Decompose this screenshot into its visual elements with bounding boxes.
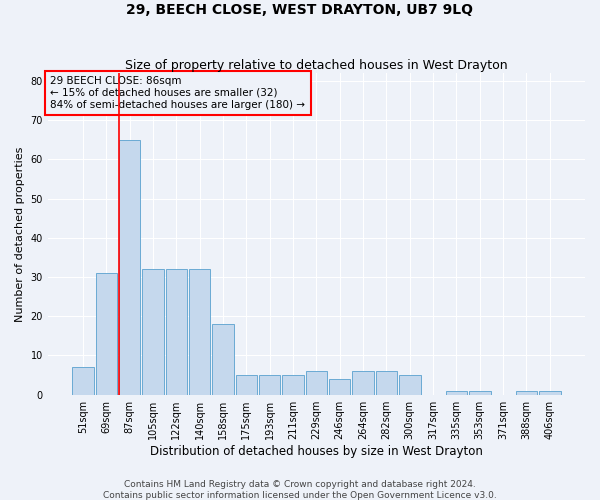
Bar bbox=[399, 375, 421, 394]
Bar bbox=[283, 375, 304, 394]
Bar bbox=[166, 269, 187, 394]
Bar bbox=[72, 368, 94, 394]
Bar bbox=[95, 273, 117, 394]
Text: 29 BEECH CLOSE: 86sqm
← 15% of detached houses are smaller (32)
84% of semi-deta: 29 BEECH CLOSE: 86sqm ← 15% of detached … bbox=[50, 76, 305, 110]
Bar bbox=[305, 371, 327, 394]
Bar bbox=[446, 391, 467, 394]
Bar bbox=[352, 371, 374, 394]
Text: 29, BEECH CLOSE, WEST DRAYTON, UB7 9LQ: 29, BEECH CLOSE, WEST DRAYTON, UB7 9LQ bbox=[127, 2, 473, 16]
Bar bbox=[236, 375, 257, 394]
Text: Contains HM Land Registry data © Crown copyright and database right 2024.
Contai: Contains HM Land Registry data © Crown c… bbox=[103, 480, 497, 500]
Y-axis label: Number of detached properties: Number of detached properties bbox=[15, 146, 25, 322]
Bar bbox=[189, 269, 211, 394]
Bar bbox=[376, 371, 397, 394]
Title: Size of property relative to detached houses in West Drayton: Size of property relative to detached ho… bbox=[125, 59, 508, 72]
Bar bbox=[516, 391, 537, 394]
X-axis label: Distribution of detached houses by size in West Drayton: Distribution of detached houses by size … bbox=[150, 444, 483, 458]
Bar bbox=[142, 269, 164, 394]
Bar bbox=[119, 140, 140, 394]
Bar bbox=[259, 375, 280, 394]
Bar bbox=[539, 391, 560, 394]
Bar bbox=[329, 379, 350, 394]
Bar bbox=[212, 324, 234, 394]
Bar bbox=[469, 391, 491, 394]
